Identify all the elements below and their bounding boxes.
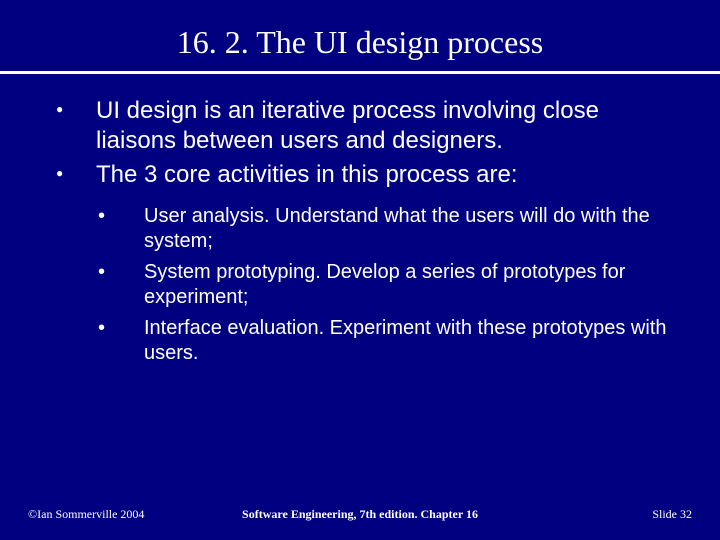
footer-right: Slide 32	[497, 507, 692, 522]
bullet-text: The 3 core activities in this process ar…	[96, 161, 518, 188]
bullet-dot-icon: •	[98, 204, 105, 229]
slide-number: 32	[680, 507, 692, 521]
sub-bullet-term: Interface evaluation	[144, 317, 319, 339]
sub-bullet-term: System prototyping	[144, 261, 315, 283]
sub-bullet-item: • Interface evaluation. Experiment with …	[48, 316, 672, 366]
slide: 16. 2. The UI design process UI design i…	[0, 0, 720, 540]
slide-footer: ©Ian Sommerville 2004 Software Engineeri…	[0, 507, 720, 522]
footer-right-prefix: Slide	[652, 507, 680, 521]
sub-bullet-item: • User analysis. Understand what the use…	[48, 204, 672, 254]
bullet-item: The 3 core activities in this process ar…	[48, 160, 672, 190]
bullet-list: UI design is an iterative process involv…	[48, 96, 672, 190]
sub-bullet-term: User analysis	[144, 205, 264, 227]
bullet-dot-icon: •	[98, 316, 105, 341]
slide-body: UI design is an iterative process involv…	[28, 74, 692, 366]
footer-center: Software Engineering, 7th edition. Chapt…	[223, 507, 496, 522]
slide-title: 16. 2. The UI design process	[28, 24, 692, 71]
bullet-dot-icon: •	[98, 260, 105, 285]
sub-bullet-item: • System prototyping. Develop a series o…	[48, 260, 672, 310]
footer-left: ©Ian Sommerville 2004	[28, 507, 223, 522]
bullet-text: UI design is an iterative process involv…	[96, 97, 599, 154]
sub-bullet-list: • User analysis. Understand what the use…	[48, 204, 672, 366]
bullet-item: UI design is an iterative process involv…	[48, 96, 672, 156]
